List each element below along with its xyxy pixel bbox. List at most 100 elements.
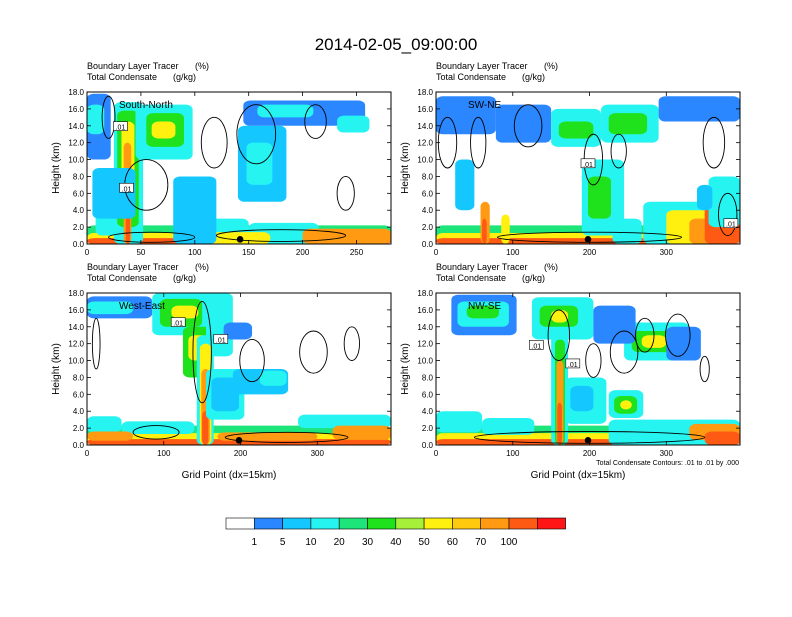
colorbar-swatch <box>395 517 425 530</box>
colorbar-swatch <box>536 517 566 530</box>
tracer-shade-region <box>697 184 713 211</box>
tracer-shade-region <box>482 218 487 244</box>
tracer-shading <box>87 293 391 445</box>
y-tick-label: 12.0 <box>68 139 84 148</box>
panel-title-line2: Total Condensate <box>436 273 506 283</box>
y-tick-label: 12.0 <box>417 139 433 148</box>
panel-title-line1: Boundary Layer Tracer <box>87 262 179 272</box>
x-tick-label: 100 <box>506 449 520 458</box>
tracer-shade-region <box>558 121 594 139</box>
colorbar-label: 30 <box>362 537 374 548</box>
tracer-shade-region <box>482 417 535 435</box>
tracer-shade-region <box>704 431 740 445</box>
y-tick-label: 12.0 <box>417 340 433 349</box>
condensate-contour-line <box>101 95 116 139</box>
tracer-shade-region <box>257 104 314 118</box>
tracer-shade-region <box>87 301 134 315</box>
contour-label-box <box>113 121 128 131</box>
tracer-shade-region <box>501 214 510 244</box>
condensate-contour-line <box>132 425 180 440</box>
condensate-contour-line <box>718 192 738 237</box>
panel-direction-label: South-North <box>119 100 173 111</box>
colorbar-swatch <box>310 517 340 530</box>
tracer-shade-region <box>217 432 318 441</box>
panel-title-unit1: (%) <box>544 61 558 71</box>
condensate-contour-line <box>470 116 487 169</box>
colorbar-swatch <box>452 517 481 530</box>
x-tick-label: 200 <box>296 248 310 257</box>
panel-title-line2: Total Condensate <box>436 72 506 82</box>
tracer-shade-region <box>87 416 122 433</box>
contour-label: .01 <box>116 125 126 132</box>
y-tick-label: 10.0 <box>68 357 84 366</box>
condensate-contours <box>91 300 360 443</box>
x-tick-label: 200 <box>234 449 248 458</box>
y-tick-label: 12.0 <box>68 340 84 349</box>
contour-label: .01 <box>216 337 226 344</box>
plot-frame <box>435 91 741 245</box>
condensate-contour-line <box>224 431 349 443</box>
condensate-contour-line <box>215 229 347 242</box>
condensate-contour-line <box>200 116 228 169</box>
colorbar-label: 20 <box>334 537 346 548</box>
panel-title-unit1: (%) <box>195 61 209 71</box>
y-axis-label: Height (km) <box>400 142 411 194</box>
condensate-contour-line <box>336 175 355 211</box>
colorbar-label: 50 <box>419 537 431 548</box>
tracer-shade-region <box>173 176 217 244</box>
y-tick-label: 16.0 <box>68 306 84 315</box>
y-tick-label: 2.0 <box>73 223 85 232</box>
panel-title-unit1: (%) <box>544 262 558 272</box>
y-tick-label: 4.0 <box>422 407 434 416</box>
condensate-contour-line <box>304 104 327 139</box>
y-axis-label: Height (km) <box>51 343 62 395</box>
tracer-shade-region <box>87 431 134 441</box>
y-tick-label: 14.0 <box>417 122 433 131</box>
plot-frame <box>435 292 741 446</box>
x-tick-label: 0 <box>85 248 90 257</box>
condensate-contour-line <box>610 133 627 169</box>
x-tick-label: 100 <box>506 248 520 257</box>
colorbar-swatch <box>254 517 283 530</box>
condensate-contour-line <box>609 330 639 374</box>
condensate-contour-line <box>699 355 710 383</box>
panel-title-unit2: (g/kg) <box>522 72 545 82</box>
tracer-shade-region <box>666 326 701 361</box>
y-tick-label: 10.0 <box>68 156 84 165</box>
x-axis-label: Grid Point (dx=15km) <box>182 470 277 481</box>
panel-title-line2: Total Condensate <box>87 273 157 283</box>
tracer-shade-region <box>608 113 648 135</box>
colorbar-label: 70 <box>475 537 487 548</box>
tracer-shade-region <box>151 121 176 139</box>
contour-label-box <box>565 358 581 369</box>
tracer-shade-region <box>612 218 642 244</box>
tracer-shade-region <box>641 335 667 348</box>
tracer-shade-region <box>455 159 475 211</box>
location-marker <box>584 236 592 243</box>
tracer-shade-region <box>436 96 496 135</box>
panel-title-unit1: (%) <box>195 262 209 272</box>
y-tick-label: 14.0 <box>68 122 84 131</box>
condensate-contour-line <box>585 343 602 378</box>
condensate-contour-line <box>108 231 196 243</box>
condensate-contour-line <box>299 330 328 374</box>
tracer-shade-region <box>121 421 195 435</box>
x-tick-label: 200 <box>583 449 597 458</box>
x-tick-label: 200 <box>583 248 597 257</box>
y-tick-label: 4.0 <box>73 407 85 416</box>
condensate-contour-line <box>547 309 571 362</box>
contour-label: .01 <box>173 321 183 328</box>
y-tick-label: 10.0 <box>417 156 433 165</box>
y-tick-label: 2.0 <box>422 424 434 433</box>
y-tick-label: 6.0 <box>422 189 434 198</box>
tracer-shade-region <box>570 385 594 412</box>
contour-label-box <box>580 158 596 169</box>
panel-direction-label: West-East <box>119 301 165 312</box>
y-axis-label: Height (km) <box>400 343 411 395</box>
colorbar-label: 40 <box>390 537 402 548</box>
y-tick-label: 14.0 <box>68 323 84 332</box>
plot-frame <box>86 292 392 446</box>
condensate-contours <box>101 95 355 243</box>
contour-note: Total Condensate Contours: .01 to .01 by… <box>596 460 739 467</box>
